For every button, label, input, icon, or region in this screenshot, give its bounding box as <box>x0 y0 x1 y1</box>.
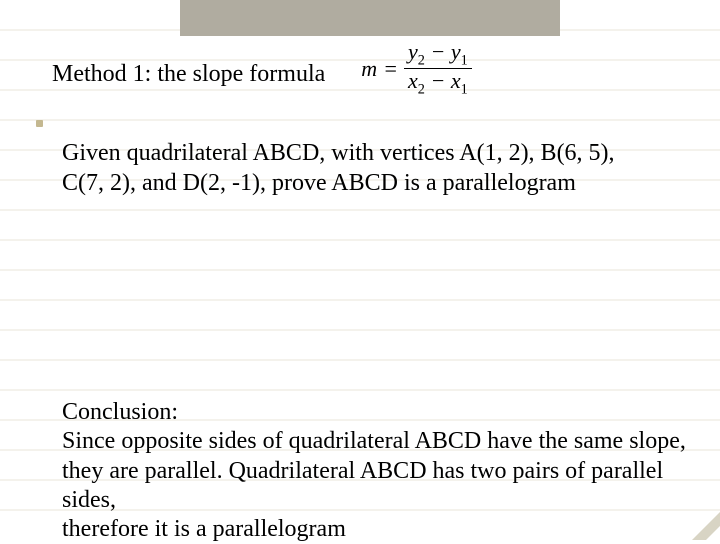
conclusion-line-1: Since opposite sides of quadrilateral AB… <box>62 427 690 456</box>
conclusion-label: Conclusion: <box>62 398 690 427</box>
given-text: Given quadrilateral ABCD, with vertices … <box>62 138 670 198</box>
given-line-2: C(7, 2), and D(2, -1), prove ABCD is a p… <box>62 168 670 198</box>
given-line-1: Given quadrilateral ABCD, with vertices … <box>62 138 670 168</box>
page-corner-fold-icon <box>692 512 720 540</box>
conclusion-text: Conclusion: Since opposite sides of quad… <box>62 398 690 544</box>
slide-content: Method 1: the slope formula m = y2 − y1 … <box>0 0 720 540</box>
heading-row: Method 1: the slope formula m = y2 − y1 … <box>52 44 478 106</box>
bullet-icon <box>36 120 43 127</box>
formula-numerator: y2 − y1 <box>404 40 472 68</box>
conclusion-line-2: they are parallel. Quadrilateral ABCD ha… <box>62 457 690 516</box>
slope-formula: m = y2 − y1 x2 − x1 <box>355 38 477 100</box>
formula-equals: = <box>383 56 398 82</box>
heading-text: Method 1: the slope formula <box>52 61 325 88</box>
formula-fraction: y2 − y1 x2 − x1 <box>404 40 472 98</box>
formula-lhs: m <box>361 56 377 82</box>
formula-denominator: x2 − x1 <box>404 69 472 97</box>
